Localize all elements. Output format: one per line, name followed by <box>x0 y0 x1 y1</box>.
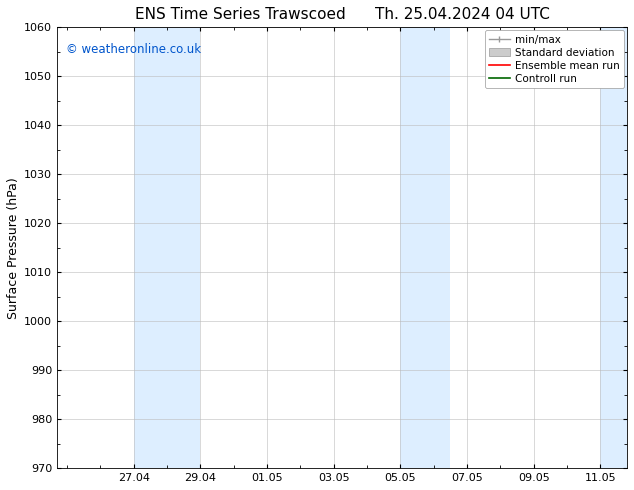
Bar <box>600 27 627 468</box>
Bar <box>134 27 200 468</box>
Bar <box>401 27 450 468</box>
Title: ENS Time Series Trawscoed      Th. 25.04.2024 04 UTC: ENS Time Series Trawscoed Th. 25.04.2024… <box>134 7 550 22</box>
Text: © weatheronline.co.uk: © weatheronline.co.uk <box>66 43 201 56</box>
Legend: min/max, Standard deviation, Ensemble mean run, Controll run: min/max, Standard deviation, Ensemble me… <box>485 30 624 88</box>
Y-axis label: Surface Pressure (hPa): Surface Pressure (hPa) <box>7 177 20 318</box>
